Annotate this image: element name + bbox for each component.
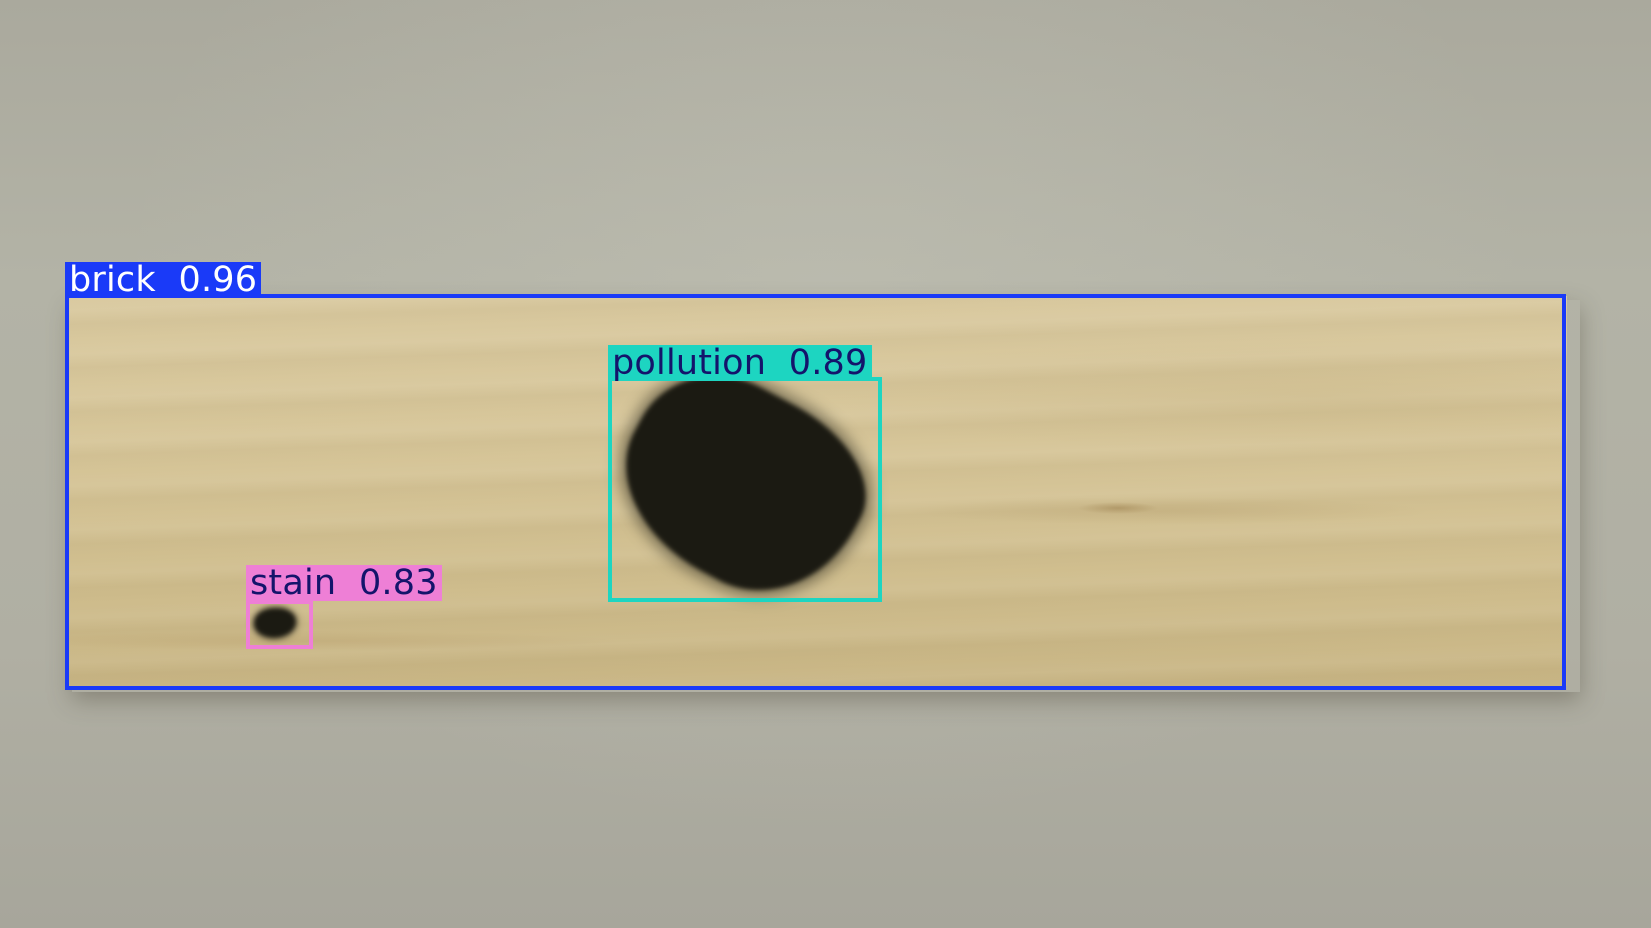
- brick-detection-label: brick 0.96: [65, 262, 262, 298]
- stain-bounding-box: [246, 600, 313, 649]
- stain-defect: [254, 608, 296, 638]
- brick-bounding-box: [65, 294, 1566, 690]
- pollution-bounding-box: [608, 377, 882, 602]
- pollution-detection-label: pollution 0.89: [608, 345, 872, 381]
- stain-detection-label: stain 0.83: [246, 565, 442, 601]
